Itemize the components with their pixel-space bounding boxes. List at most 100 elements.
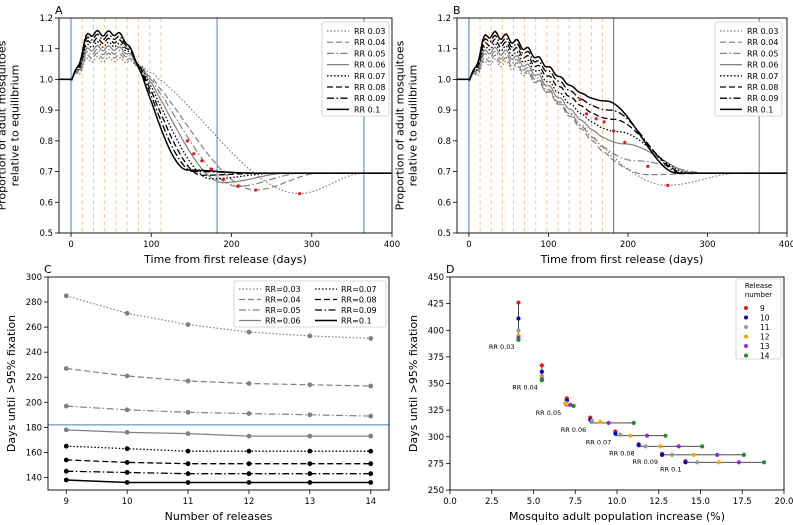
y-axis-label: Proportion of adult mosquitoes [394, 40, 407, 210]
series-line [66, 445, 371, 452]
group-label: RR 0.03 [489, 343, 515, 351]
panel-label: D [446, 263, 454, 276]
y-axis-label: relative to equilibrium [407, 65, 420, 187]
panel-B-axes: 0 100 200 300 400 0.5 0.6 0.7 0.8 0.9 1.0 1.1 1.2 Tim… [394, 4, 793, 266]
data-point [307, 480, 313, 485]
y-tick-label: 1.2 [437, 14, 451, 24]
data-point [368, 448, 374, 454]
point-group: RR 0.04 [512, 363, 544, 391]
x-tick-label: 13 [304, 497, 315, 507]
y-tick-label: 200 [26, 398, 42, 408]
legend-label: RR=0.07 [341, 285, 377, 294]
legend-label: RR 0.03 [354, 27, 385, 36]
legend-label: 9 [760, 304, 765, 313]
data-point [631, 420, 636, 426]
panel-D: RR 0.03 RR 0.04 RR 0.05 RR 0.06 RR 0.07 RR 0.… [489, 278, 782, 473]
data-point [644, 433, 650, 438]
x-tick-label: 0 [68, 240, 73, 250]
x-axis-label: Time from first release (days) [540, 253, 704, 266]
x-tick-label: 11 [183, 497, 194, 507]
legend-label: RR=0.1 [341, 317, 372, 326]
data-point [246, 411, 252, 416]
point-group: RR 0.1 [660, 459, 767, 473]
data-point [124, 373, 130, 379]
x-tick-label: 20.0 [775, 497, 793, 507]
data-point [741, 452, 747, 457]
x-tick-label: 17.5 [733, 497, 752, 507]
data-point [124, 480, 130, 485]
y-tick-label: 0.8 [437, 137, 451, 147]
data-point [63, 443, 69, 449]
data-point [643, 444, 648, 449]
x-tick-label: 12 [244, 497, 255, 507]
data-point [185, 431, 191, 437]
fixation-point [612, 129, 616, 133]
series-line [457, 30, 787, 174]
x-tick-label: 400 [779, 240, 793, 250]
data-point [539, 378, 544, 383]
x-tick-label: 0 [466, 240, 471, 250]
data-point [539, 369, 544, 374]
y-tick-label: 180 [26, 423, 42, 433]
fixation-point [594, 117, 598, 121]
data-point [63, 366, 69, 371]
panel-B: RR 0.03 RR 0.04 RR 0.05 RR 0.06 RR 0.07 RR 0.… [457, 18, 787, 233]
y-tick-label: 1.1 [39, 45, 53, 55]
data-point [246, 461, 252, 467]
data-point [568, 402, 573, 407]
series-line [66, 470, 371, 475]
y-tick-label: 450 [428, 273, 444, 283]
legend-label: RR=0.09 [341, 306, 377, 315]
legend-label: RR 0.09 [354, 94, 385, 103]
y-tick-label: 0.9 [437, 106, 451, 116]
panel-label: C [44, 263, 52, 276]
data-point [368, 433, 374, 439]
y-tick-label: 350 [428, 380, 444, 390]
fixation-point [585, 112, 589, 116]
series-line [66, 405, 371, 417]
series-line [66, 367, 371, 387]
data-point [124, 407, 130, 413]
data-point [63, 403, 69, 409]
x-axis-label: Mosquito adult population increase (%) [509, 510, 725, 523]
y-tick-label: 0.9 [39, 106, 53, 116]
group-label: RR 0.06 [561, 426, 587, 434]
x-tick-label: 200 [223, 240, 239, 250]
y-tick-label: 425 [428, 300, 444, 310]
y-tick-label: 300 [428, 433, 444, 443]
plot-frame [47, 276, 390, 491]
plot-frame [449, 276, 785, 491]
data-point [246, 433, 252, 439]
fixation-point [192, 152, 196, 156]
point-group: RR 0.09 [633, 451, 747, 466]
data-point [246, 471, 252, 477]
series-line [66, 479, 371, 484]
data-point [185, 471, 191, 477]
y-tick-label: 220 [26, 373, 42, 383]
x-tick-label: 200 [620, 240, 636, 250]
data-point [636, 443, 641, 448]
data-point [516, 316, 521, 321]
y-tick-label: 0.7 [39, 168, 53, 178]
y-tick-label: 300 [26, 273, 42, 283]
fixation-point [666, 183, 670, 187]
series-line [66, 459, 371, 465]
fixation-point [185, 139, 189, 143]
fixation-point [578, 97, 582, 101]
panel-A-axes: 0 100 200 300 400 0.5 0.6 0.7 0.8 0.9 1.0 1.1 1.2 Tim… [0, 4, 400, 266]
series-line [59, 55, 392, 195]
y-tick-label: 1.2 [39, 14, 53, 24]
group-label: RR 0.1 [660, 465, 681, 473]
legend-label: RR 0.08 [354, 83, 385, 92]
legend: RR 0.03 RR 0.04 RR 0.05 RR 0.06 RR 0.07 RR 0.… [714, 21, 783, 117]
data-point [516, 328, 521, 333]
legend-box [233, 280, 387, 328]
legend-label: RR 0.07 [354, 72, 385, 81]
legend-label: RR=0.06 [265, 317, 301, 326]
fixation-point [200, 159, 204, 163]
legend-marker [744, 344, 748, 348]
data-point [124, 460, 130, 465]
legend-label: 10 [760, 314, 770, 323]
legend-title: Release [745, 282, 772, 290]
